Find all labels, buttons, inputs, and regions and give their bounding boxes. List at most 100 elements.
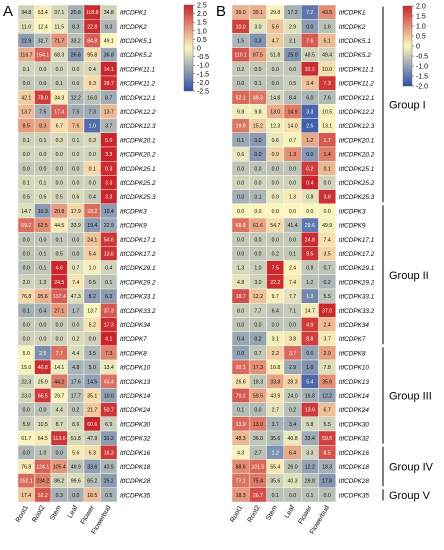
- cell-value-label: 7.2: [306, 10, 313, 16]
- cell-value-label: 35.6: [270, 479, 280, 485]
- row-label: ItfCDPK11.2: [339, 81, 374, 88]
- cell-value-label: 0.1: [39, 138, 46, 144]
- cell-value-label: 17.7: [71, 394, 81, 400]
- cell-value-label: 118.8: [86, 10, 99, 16]
- cell-value-label: 0.2: [254, 337, 261, 343]
- cell-value-label: 42.1: [21, 95, 31, 101]
- cell-value-label: 13.0: [270, 110, 280, 116]
- cell-value-label: 0.0: [72, 237, 79, 243]
- cell-value-label: 4.4: [56, 408, 63, 414]
- row-label: ItfCDPK34: [120, 322, 151, 329]
- cell-value-label: 0.0: [23, 323, 30, 329]
- cell-value-label: 0.4: [89, 67, 96, 73]
- colorbar-tick-label: -0.5: [197, 54, 209, 61]
- group-label: Group I: [389, 99, 426, 111]
- cell-value-label: 7.6: [72, 124, 79, 130]
- cell-value-label: 0.0: [56, 450, 63, 456]
- cell-value-label: 8.3: [72, 24, 79, 30]
- cell-value-label: 68.8: [236, 223, 246, 229]
- row-label: ItfCDPK24: [120, 407, 151, 414]
- column-label: Root2: [247, 504, 262, 523]
- cell-value-label: 0.0: [306, 209, 313, 215]
- cell-value-label: 5.0: [89, 365, 96, 371]
- cell-value-label: 43.9: [270, 394, 280, 400]
- row-label: ItfCDPK5.1: [339, 38, 371, 45]
- colorbar-tick-label: 0: [197, 46, 201, 53]
- cell-value-label: 1.3: [289, 152, 296, 158]
- row-label: ItfCDPK34: [339, 322, 370, 329]
- cell-value-label: 0.1: [39, 181, 46, 187]
- cell-value-label: 8.2: [89, 294, 96, 300]
- cell-value-label: 45.4: [104, 379, 114, 385]
- row-label: ItfCDPK13: [339, 379, 370, 386]
- cell-value-label: 17.4: [21, 493, 31, 499]
- cell-value-label: 3.3: [105, 195, 112, 201]
- row-label: ItfCDPK20.1: [339, 137, 375, 144]
- cell-value-label: 1.0: [39, 450, 46, 456]
- cell-value-label: 9.7: [272, 294, 279, 300]
- cell-value-label: 22.8: [87, 24, 97, 30]
- row-label: ItfCDPK10: [339, 365, 370, 372]
- cell-value-label: 0.3: [105, 166, 112, 172]
- cell-value-label: 18.3: [253, 379, 263, 385]
- cell-value-label: 13.9: [305, 408, 315, 414]
- cell-value-label: 7.7: [56, 351, 63, 357]
- colorbar-tick-label: -1.5: [197, 71, 209, 78]
- cell-value-label: 52.1: [236, 95, 246, 101]
- row-label: ItfCDPK9: [339, 223, 366, 230]
- cell-value-label: 0.7: [289, 138, 296, 144]
- cell-value-label: 1.6: [324, 24, 331, 30]
- cell-value-label: 5.6: [272, 24, 279, 30]
- cell-value-label: 0.2: [72, 337, 79, 343]
- cell-value-label: 234.2: [36, 479, 49, 485]
- cell-value-label: 8.5: [23, 124, 30, 130]
- cell-value-label: 0.0: [39, 81, 46, 87]
- cell-value-label: 2.9: [289, 365, 296, 371]
- cell-value-label: 32.2: [38, 493, 48, 499]
- row-label: ItfCDPK17.2: [120, 251, 156, 258]
- column-label: Leaf: [284, 504, 297, 519]
- cell-value-label: 0.4: [306, 181, 313, 187]
- colorbar-tick-label: 1.5: [197, 20, 207, 27]
- cell-value-label: 5.8: [306, 422, 313, 428]
- cell-value-label: 35.1: [87, 394, 97, 400]
- cell-value-label: 0.0: [72, 166, 79, 172]
- cell-value-label: 0.0: [289, 209, 296, 215]
- cell-value-label: 0.7: [324, 266, 331, 272]
- cell-value-label: 9.8: [254, 110, 261, 116]
- cell-value-label: 8.7: [56, 422, 63, 428]
- cell-value-label: 0.0: [306, 24, 313, 30]
- cell-value-label: 0.1: [105, 280, 112, 286]
- colorbar-tick-label: -2.5: [197, 89, 209, 96]
- colorbar: [402, 5, 413, 87]
- cell-value-label: 0.0: [324, 181, 331, 187]
- colorbar-tick-label: 0.5: [197, 37, 207, 44]
- cell-value-label: 53.4: [38, 10, 48, 16]
- cell-value-label: 17.8: [322, 479, 332, 485]
- cell-value-label: 0.6: [39, 195, 46, 201]
- cell-value-label: 76.8: [21, 294, 31, 300]
- row-label: ItfCDPK8: [120, 350, 147, 357]
- row-label: ItfCDPK14: [120, 393, 151, 400]
- cell-value-label: 4.7: [272, 39, 279, 45]
- colorbar-tick-label: 2.5: [197, 3, 207, 10]
- heatmap-cell: [100, 487, 118, 503]
- cell-value-label: 0.9: [272, 195, 279, 201]
- cell-value-label: 3.7: [272, 422, 279, 428]
- cell-value-label: 55.4: [270, 465, 280, 471]
- cell-value-label: 14.1: [54, 365, 64, 371]
- colorbar-tick-label: -2.0: [197, 80, 209, 87]
- cell-value-label: 0.6: [237, 152, 244, 158]
- cell-value-label: 0.0: [237, 195, 244, 201]
- row-label: ItfCDPK33.1: [339, 294, 375, 301]
- cell-value-label: 9.5: [306, 252, 313, 258]
- cell-value-label: 37.3: [104, 308, 114, 314]
- cell-value-label: 1.7: [72, 308, 79, 314]
- group-label: Group V: [389, 490, 431, 502]
- cell-value-label: 0.1: [23, 308, 30, 314]
- cell-value-label: 0.0: [72, 323, 79, 329]
- cell-value-label: 34.8: [104, 10, 114, 16]
- cell-value-label: 0.3: [254, 39, 261, 45]
- colorbar-tick-label: 1.0: [197, 28, 207, 35]
